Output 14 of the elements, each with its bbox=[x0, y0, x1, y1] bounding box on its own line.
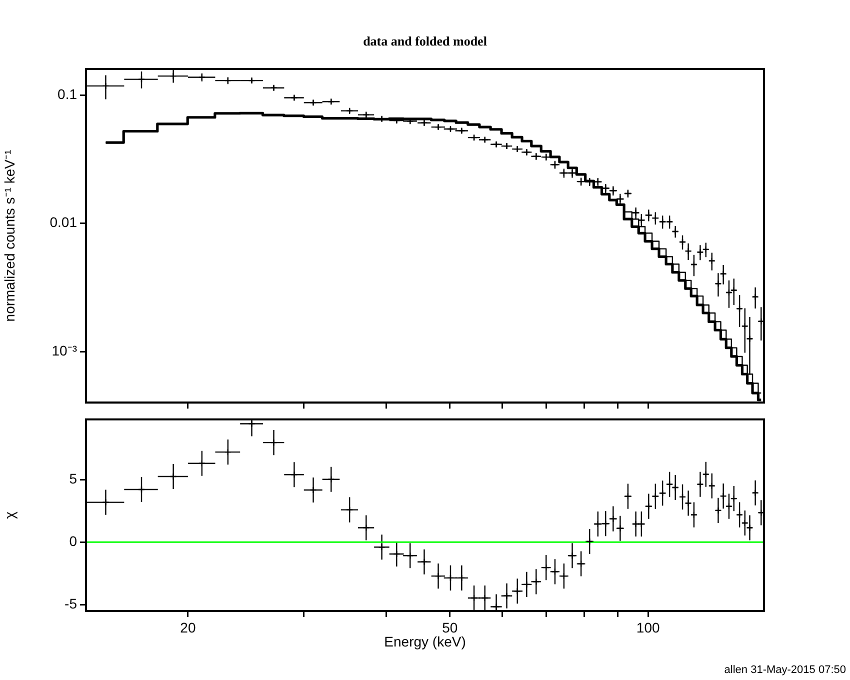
x-tick-label: 20 bbox=[180, 619, 196, 636]
y-tick-label: -5 bbox=[64, 596, 78, 612]
text: allen 31-May-2015 07:50 bbox=[724, 664, 846, 676]
y-tick-label: 5 bbox=[69, 470, 78, 486]
y-tick-label: 0.01 bbox=[50, 214, 78, 230]
y-axis-title: normalized counts s⁻¹ keV⁻¹ bbox=[1, 150, 18, 322]
y-tick-label: 0.1 bbox=[58, 86, 78, 102]
x-axis-title: Energy (keV) bbox=[384, 633, 466, 650]
y-tick-label: 0 bbox=[69, 532, 78, 549]
y-tick-label: 10⁻³ bbox=[52, 342, 78, 358]
y-axis-title: χ bbox=[1, 510, 18, 519]
x-tick-label: 50 bbox=[442, 619, 458, 636]
x-tick-label: 100 bbox=[636, 619, 660, 636]
chart-title: data and folded model bbox=[363, 33, 488, 48]
